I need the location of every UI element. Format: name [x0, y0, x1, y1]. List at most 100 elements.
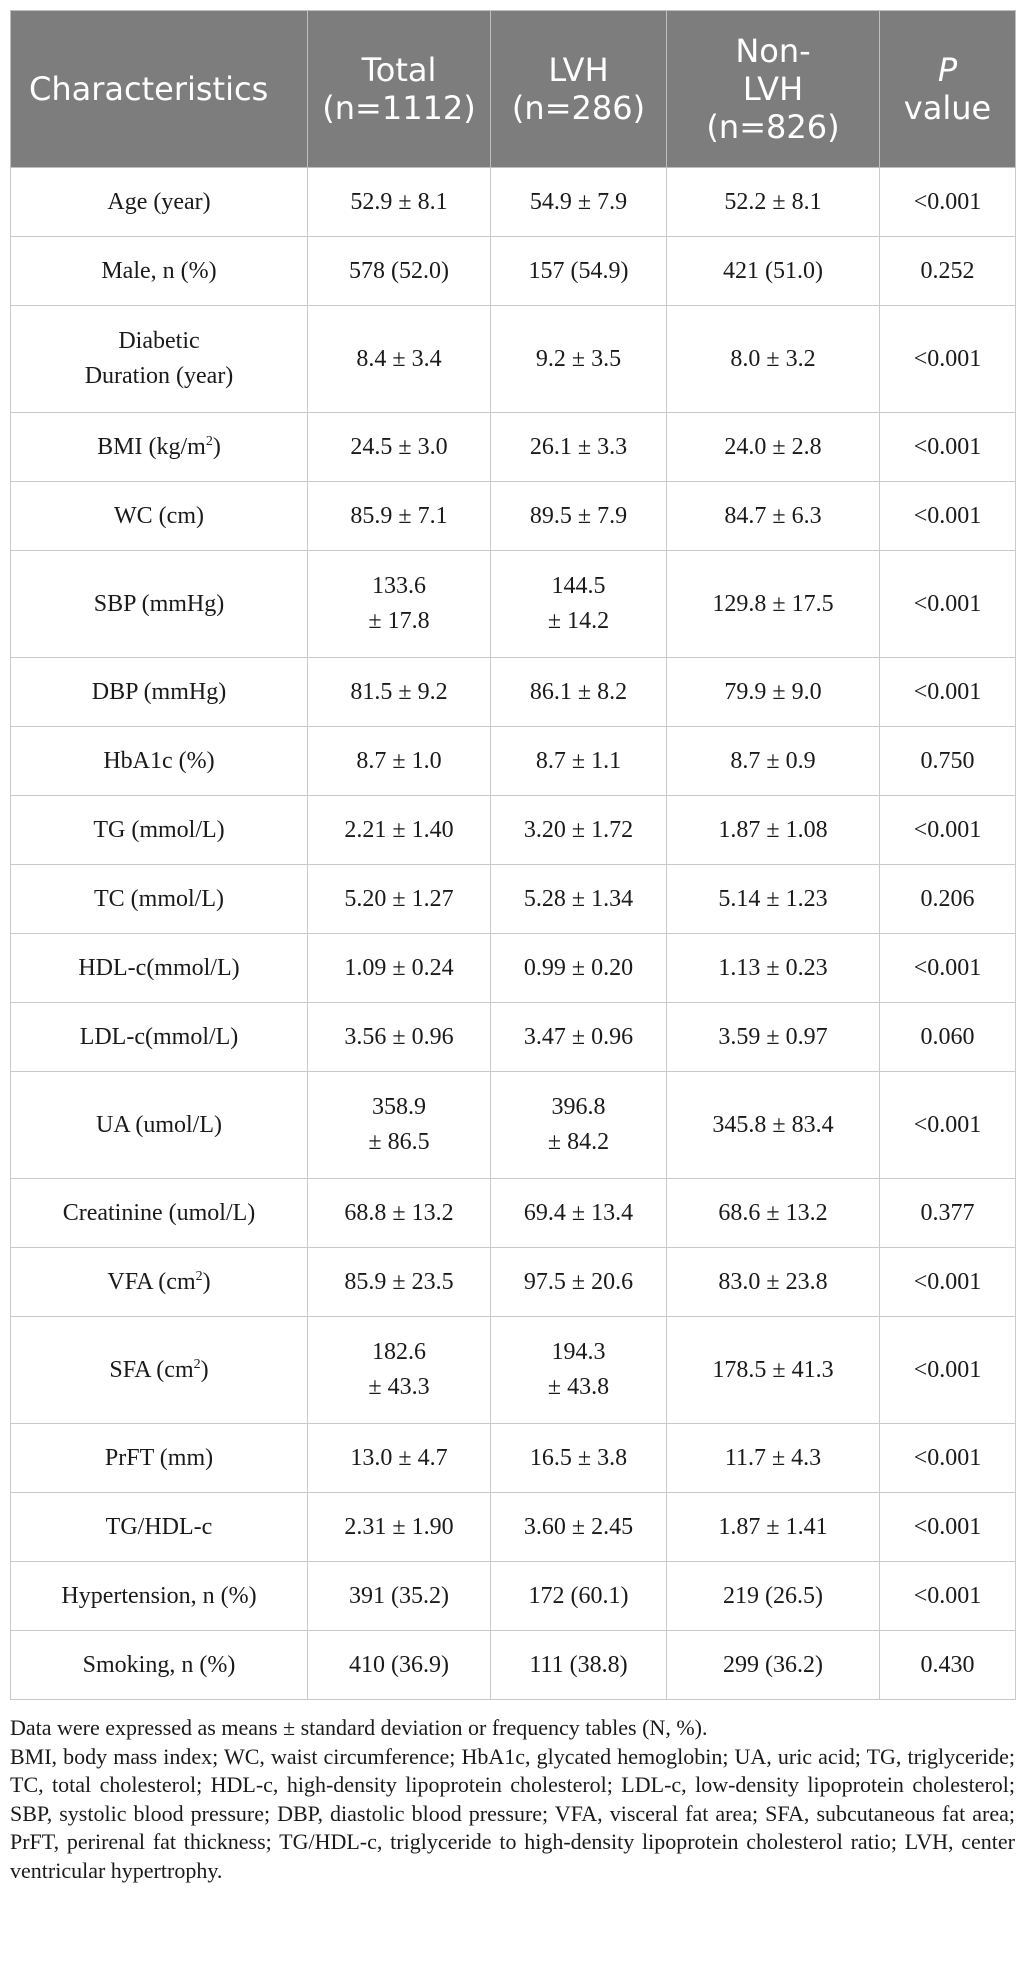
table-row: SFA (cm2) 182.6 ± 43.3 194.3 ± 43.8 178.5 ± 4…: [10, 1316, 1016, 1424]
non-lvh-cell: 84.7 ± 6.3: [666, 481, 880, 551]
superscript: 2: [193, 1356, 201, 1372]
total-cell: 3.56 ± 0.96: [307, 1002, 491, 1072]
row-label-text: SFA (cm: [109, 1356, 194, 1383]
table-container: Characteristics Total (n=1112) LVH (n=28…: [10, 10, 1016, 1885]
total-cell: 182.6 ± 43.3: [307, 1316, 491, 1424]
row-label-text: ): [202, 1268, 211, 1295]
row-label-text: Smoking, n (%): [82, 1651, 236, 1678]
non-lvh-cell: 24.0 ± 2.8: [666, 412, 880, 482]
row-label-text: TG/HDL-c: [105, 1513, 213, 1540]
header-characteristics: Characteristics: [10, 10, 308, 168]
p-value-cell: <0.001: [879, 167, 1016, 237]
total-cell: 85.9 ± 7.1: [307, 481, 491, 551]
p-value-cell: <0.001: [879, 305, 1016, 413]
row-label-text: HbA1c (%): [103, 747, 215, 774]
lvh-cell: 3.47 ± 0.96: [490, 1002, 667, 1072]
p-value-cell: <0.001: [879, 481, 1016, 551]
row-label-text: ): [212, 433, 221, 460]
cell-value: 5.20 ± 1.27: [344, 885, 454, 912]
p-value-cell: <0.001: [879, 1247, 1016, 1317]
row-label-cell: Male, n (%): [10, 236, 308, 306]
cell-value: 182.6: [372, 1339, 426, 1365]
cell-value: 133.6: [372, 573, 426, 599]
cell-value: 2.21 ± 1.40: [344, 816, 454, 843]
footnote-data-expression: Data were expressed as means ± standard …: [10, 1715, 708, 1740]
total-cell: 5.20 ± 1.27: [307, 864, 491, 934]
table-row: Male, n (%) 578 (52.0) 157 (54.9) 421 (51.0…: [10, 236, 1016, 306]
cell-value: 3.59 ± 0.97: [718, 1023, 828, 1050]
cell-value: 2.31 ± 1.90: [344, 1513, 454, 1540]
table-row: TG (mmol/L) 2.21 ± 1.40 3.20 ± 1.72 1.87 ± …: [10, 795, 1016, 865]
header-lvh: LVH (n=286): [490, 10, 667, 168]
table-row: SBP (mmHg) 133.6 ± 17.8 144.5 ± 14.2 129.8 ± …: [10, 550, 1016, 658]
lvh-cell: 144.5 ± 14.2: [490, 550, 667, 658]
non-lvh-cell: 3.59 ± 0.97: [666, 1002, 880, 1072]
cell-value: 1.87 ± 1.08: [718, 816, 828, 843]
table-footnotes: Data were expressed as means ± standard …: [10, 1714, 1015, 1885]
cell-value: ± 43.8: [547, 1374, 610, 1400]
row-label-text: Hypertension, n (%): [61, 1582, 257, 1609]
table-row: WC (cm) 85.9 ± 7.1 89.5 ± 7.9 84.7 ± 6.3 <0.…: [10, 481, 1016, 551]
cell-value: 299 (36.2): [723, 1651, 823, 1678]
cell-value: 157 (54.9): [528, 257, 629, 284]
non-lvh-cell: 5.14 ± 1.23: [666, 864, 880, 934]
total-cell: 2.31 ± 1.90: [307, 1492, 491, 1562]
row-label-cell: SBP (mmHg): [10, 550, 308, 658]
non-lvh-cell: 219 (26.5): [666, 1561, 880, 1631]
cell-value: 3.60 ± 2.45: [523, 1513, 634, 1540]
cell-value: 219 (26.5): [723, 1582, 823, 1609]
p-value-cell: 0.430: [879, 1630, 1016, 1700]
lvh-cell: 0.99 ± 0.20: [490, 933, 667, 1003]
non-lvh-cell: 1.13 ± 0.23: [666, 933, 880, 1003]
non-lvh-cell: 129.8 ± 17.5: [666, 550, 880, 658]
cell-value: 85.9 ± 23.5: [344, 1268, 454, 1295]
cell-value: 68.8 ± 13.2: [344, 1199, 454, 1226]
cell-value: 111 (38.8): [529, 1651, 628, 1678]
row-label-text: Age (year): [107, 188, 211, 215]
lvh-cell: 16.5 ± 3.8: [490, 1423, 667, 1493]
p-value-cell: 0.377: [879, 1178, 1016, 1248]
total-cell: 8.7 ± 1.0: [307, 726, 491, 796]
cell-value: 13.0 ± 4.7: [350, 1444, 448, 1471]
table-row: UA (umol/L) 358.9 ± 86.5 396.8 ± 84.2 345.8 ±…: [10, 1071, 1016, 1179]
row-label-text: Male, n (%): [101, 257, 217, 284]
row-label-text: Diabetic: [118, 328, 200, 354]
table-row: Diabetic Duration (year) 8.4 ± 3.4 9.2 ± 3.…: [10, 305, 1016, 413]
non-lvh-cell: 299 (36.2): [666, 1630, 880, 1700]
p-value-cell: <0.001: [879, 1316, 1016, 1424]
lvh-cell: 111 (38.8): [490, 1630, 667, 1700]
p-value-cell: <0.001: [879, 1561, 1016, 1631]
cell-value: 1.87 ± 1.41: [718, 1513, 828, 1540]
header-non-lvh: Non- LVH (n=826): [666, 10, 880, 168]
row-label-cell: HDL-c(mmol/L): [10, 933, 308, 1003]
lvh-cell: 89.5 ± 7.9: [490, 481, 667, 551]
cell-value: ± 86.5: [368, 1129, 430, 1155]
total-cell: 358.9 ± 86.5: [307, 1071, 491, 1179]
non-lvh-cell: 83.0 ± 23.8: [666, 1247, 880, 1317]
cell-value: 26.1 ± 3.3: [529, 433, 628, 460]
lvh-cell: 86.1 ± 8.2: [490, 657, 667, 727]
row-label-text: WC (cm): [114, 502, 204, 529]
lvh-cell: 157 (54.9): [490, 236, 667, 306]
total-cell: 13.0 ± 4.7: [307, 1423, 491, 1493]
cell-value: 0.99 ± 0.20: [523, 954, 634, 981]
row-label-text: Creatinine (umol/L): [62, 1199, 256, 1226]
cell-value: 8.7 ± 1.1: [535, 747, 622, 774]
row-label-cell: HbA1c (%): [10, 726, 308, 796]
non-lvh-cell: 68.6 ± 13.2: [666, 1178, 880, 1248]
row-label-text: SBP (mmHg): [93, 590, 225, 617]
lvh-cell: 172 (60.1): [490, 1561, 667, 1631]
table-row: HbA1c (%) 8.7 ± 1.0 8.7 ± 1.1 8.7 ± 0.9 0.75…: [10, 726, 1016, 796]
cell-value: ± 17.8: [368, 608, 430, 634]
cell-value: 5.28 ± 1.34: [523, 885, 634, 912]
total-cell: 1.09 ± 0.24: [307, 933, 491, 1003]
cell-value: 86.1 ± 8.2: [529, 678, 628, 705]
total-cell: 81.5 ± 9.2: [307, 657, 491, 727]
cell-value: 9.2 ± 3.5: [535, 345, 622, 372]
non-lvh-cell: 1.87 ± 1.08: [666, 795, 880, 865]
p-value-cell: <0.001: [879, 1071, 1016, 1179]
total-cell: 24.5 ± 3.0: [307, 412, 491, 482]
cell-value: 8.4 ± 3.4: [356, 345, 442, 372]
cell-value: 24.0 ± 2.8: [724, 433, 822, 460]
table-row: Creatinine (umol/L) 68.8 ± 13.2 69.4 ± 13.…: [10, 1178, 1016, 1248]
